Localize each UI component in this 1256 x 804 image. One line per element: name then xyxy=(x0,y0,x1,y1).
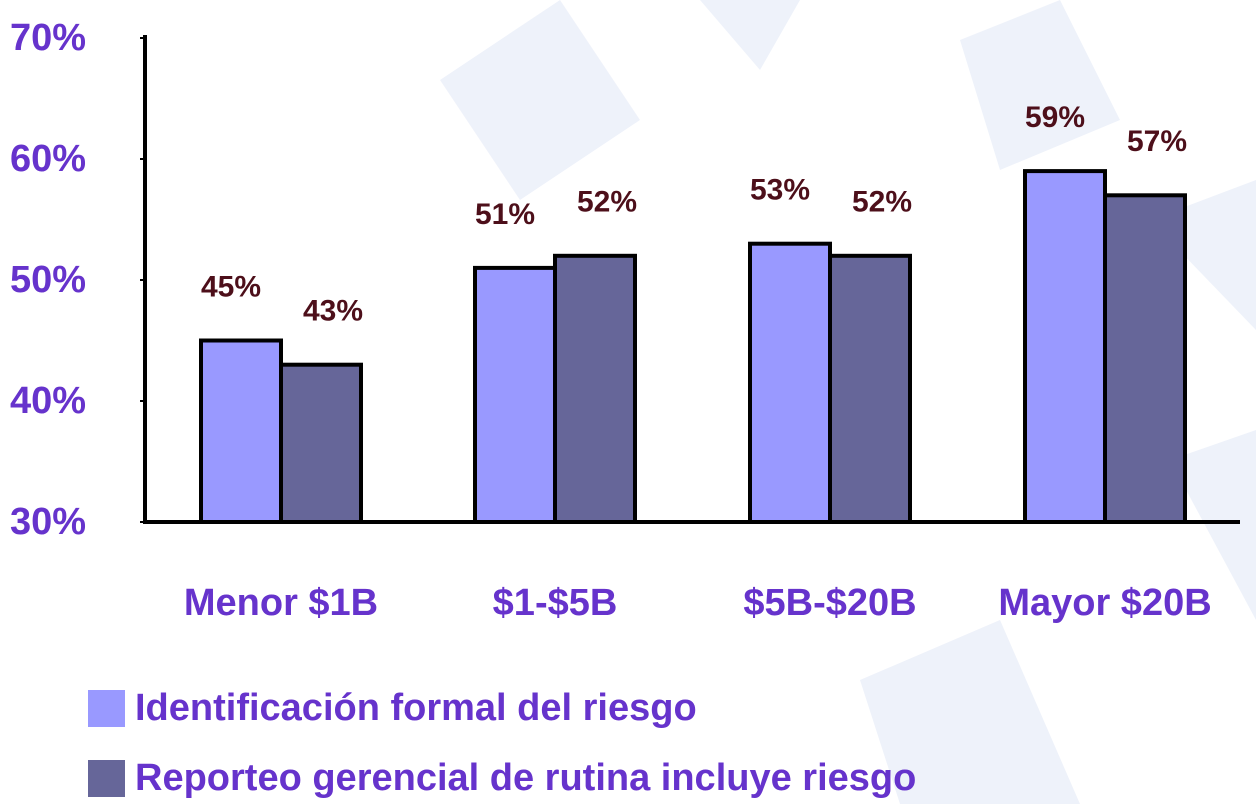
bar xyxy=(553,253,637,525)
data-label: 43% xyxy=(303,295,363,328)
legend-swatch xyxy=(88,690,125,727)
data-label: 53% xyxy=(750,174,810,207)
bar xyxy=(279,362,363,525)
bar xyxy=(1103,193,1187,525)
y-tick-label: 50% xyxy=(10,259,86,301)
watermark xyxy=(440,0,1256,804)
data-label: 52% xyxy=(577,186,637,219)
bar xyxy=(473,265,557,524)
x-tick-label: $5B-$20B xyxy=(743,582,916,624)
bar xyxy=(828,253,912,525)
legend-swatch xyxy=(88,760,125,797)
legend-label: Reporteo gerencial de rutina incluye rie… xyxy=(135,757,916,799)
bar xyxy=(1023,169,1107,524)
x-tick-label: $1-$5B xyxy=(493,582,618,624)
bar xyxy=(199,338,283,524)
x-tick-label: Menor $1B xyxy=(184,582,378,624)
data-label: 57% xyxy=(1127,125,1187,158)
y-tick-label: 40% xyxy=(10,380,86,422)
data-label: 52% xyxy=(852,186,912,219)
data-label: 59% xyxy=(1025,101,1085,134)
data-label: 51% xyxy=(475,198,535,231)
data-label: 45% xyxy=(201,270,261,303)
legend-label: Identificación formal del riesgo xyxy=(135,687,697,729)
bar xyxy=(748,241,832,524)
x-tick-label: Mayor $20B xyxy=(998,582,1211,624)
y-tick-label: 70% xyxy=(10,17,86,59)
y-tick-label: 60% xyxy=(10,138,86,180)
y-tick-label: 30% xyxy=(10,501,86,543)
